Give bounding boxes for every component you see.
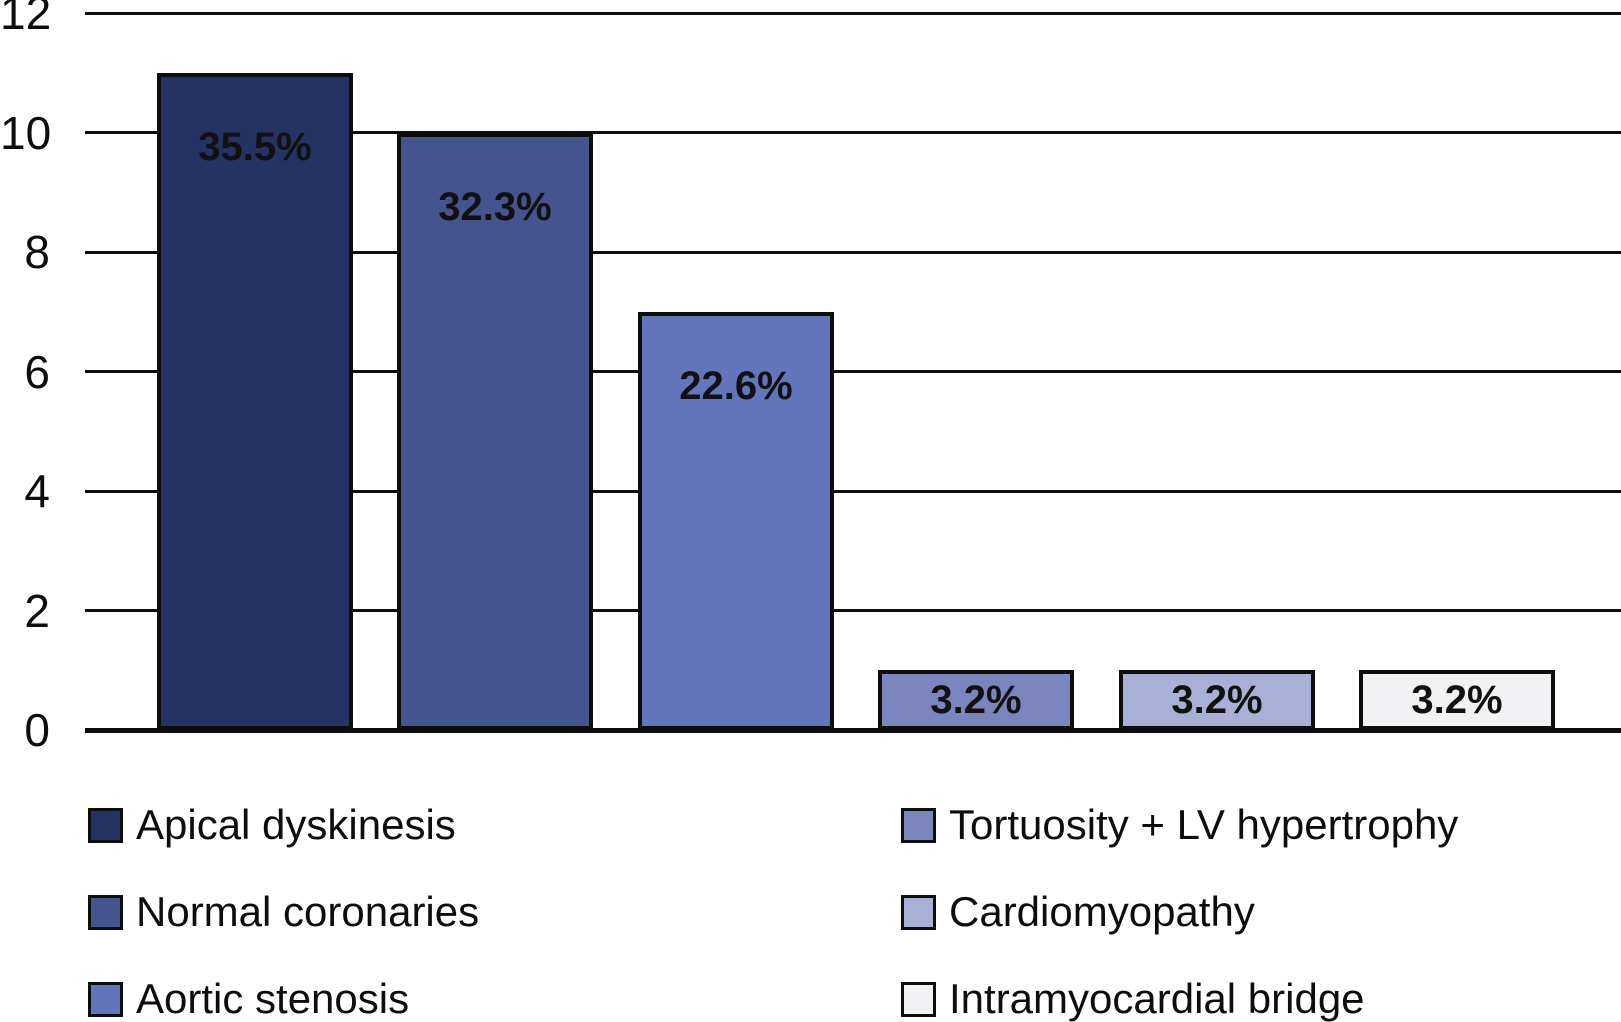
legend-item-cardiomyopathy: Cardiomyopathy	[901, 890, 1458, 934]
legend-item-aortic-stenosis: Aortic stenosis	[88, 977, 901, 1021]
legend-item-apical-dyskinesis: Apical dyskinesis	[88, 803, 901, 847]
legend-column-right: Tortuosity + LV hypertrophy Cardiomyopath…	[901, 803, 1458, 1021]
bar-tortuosity-lv-hypertrophy: 3.2%	[878, 670, 1074, 730]
y-tick-label: 4	[24, 465, 50, 517]
gridline	[85, 370, 1621, 373]
bar-value-label: 3.2%	[1171, 678, 1263, 723]
bar-value-label: 3.2%	[1411, 678, 1503, 723]
gridline	[85, 11, 1621, 15]
y-tick-label: 8	[24, 226, 50, 278]
gridline	[85, 489, 1621, 493]
legend-swatch	[901, 981, 936, 1017]
legend-label: Tortuosity + LV hypertrophy	[949, 801, 1459, 848]
legend-swatch	[88, 807, 123, 843]
plot-area: 35.5% 32.3% 22.6% 3.2% 3.2% 3.2%	[85, 11, 1621, 733]
y-tick-label: 2	[24, 584, 50, 637]
bar-apical-dyskinesis: 35.5%	[157, 72, 353, 730]
x-axis-line	[85, 727, 1621, 733]
bar-normal-coronaries: 32.3%	[397, 132, 593, 730]
legend-label: Normal coronaries	[136, 888, 480, 935]
y-tick-label: 0	[24, 704, 50, 756]
legend-swatch	[901, 894, 936, 930]
gridline	[85, 250, 1621, 254]
bar-value-label: 35.5%	[198, 124, 312, 169]
legend-label: Intramyocardial bridge	[949, 975, 1365, 1022]
legend-label: Aortic stenosis	[136, 975, 410, 1022]
bar-value-label: 32.3%	[438, 184, 552, 229]
y-axis: 0 2 4 6 8 10 12	[0, 0, 52, 753]
y-tick-label: 6	[24, 345, 50, 398]
legend-label: Apical dyskinesis	[136, 801, 456, 848]
bar-cardiomyopathy: 3.2%	[1119, 670, 1315, 730]
legend-label: Cardiomyopathy	[949, 888, 1255, 935]
legend-column-left: Apical dyskinesis Normal coronaries Aortic…	[88, 803, 901, 1021]
gridline	[85, 609, 1621, 612]
bar-value-label: 3.2%	[930, 678, 1022, 723]
legend: Apical dyskinesis Normal coronaries Aortic…	[88, 803, 1601, 1021]
bar-aortic-stenosis: 22.6%	[638, 311, 834, 730]
bar-intramyocardial-bridge: 3.2%	[1359, 670, 1555, 730]
legend-item-tortuosity-lv-hypertrophy: Tortuosity + LV hypertrophy	[901, 803, 1458, 847]
gridline	[85, 131, 1621, 134]
bar-value-label: 22.6%	[679, 363, 793, 408]
legend-swatch	[901, 807, 936, 843]
y-tick-label: 12	[0, 0, 52, 39]
legend-item-intramyocardial-bridge: Intramyocardial bridge	[901, 977, 1458, 1021]
legend-item-normal-coronaries: Normal coronaries	[88, 890, 901, 934]
y-tick-label: 10	[0, 106, 52, 159]
legend-swatch	[88, 894, 123, 930]
legend-swatch	[88, 981, 123, 1017]
